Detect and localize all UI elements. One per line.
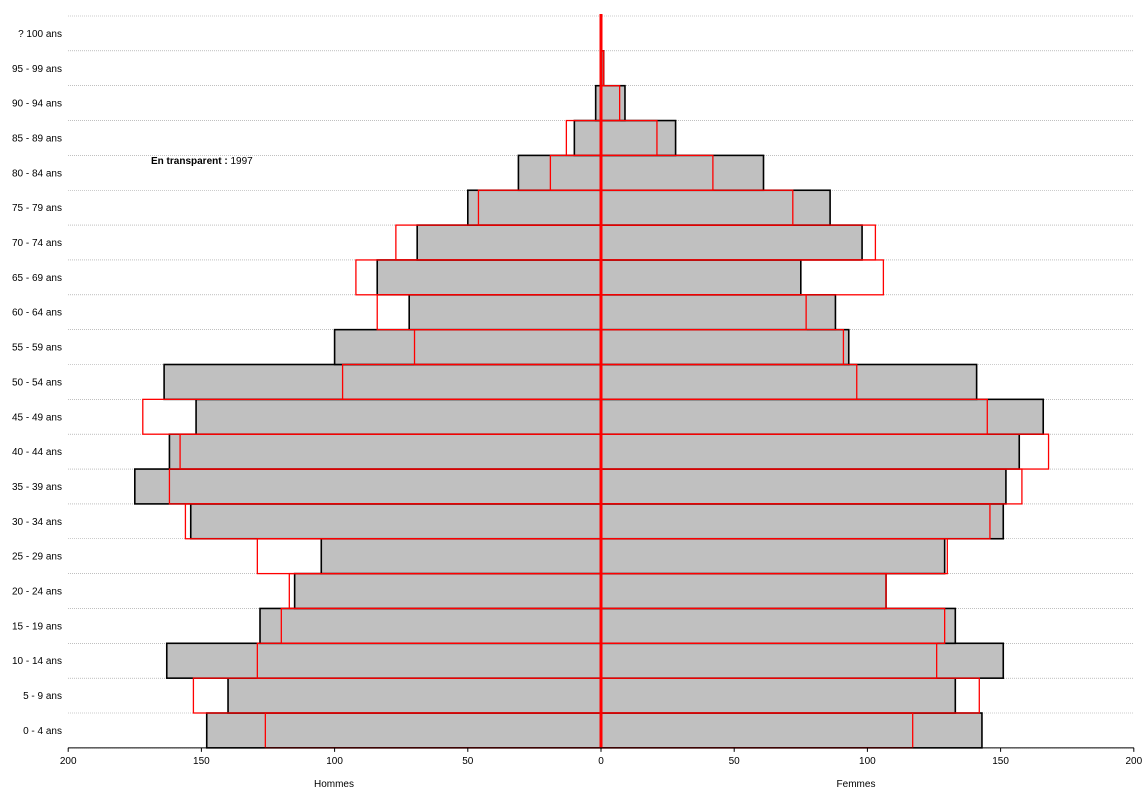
age-group-label: 20 - 24 ans	[12, 587, 62, 598]
x-tick-label: 0	[598, 756, 604, 767]
age-group-label: ? 100 ans	[18, 29, 62, 40]
bar-femmes	[600, 537, 946, 575]
bar-femmes	[600, 84, 626, 122]
age-group-label: 90 - 94 ans	[12, 99, 62, 110]
x-axis-title-right: Femmes	[837, 779, 876, 789]
age-group-label: 45 - 49 ans	[12, 412, 62, 423]
bar-hommes	[416, 224, 602, 261]
age-group-label: 65 - 69 ans	[12, 273, 62, 284]
x-axis-title-left: Hommes	[314, 779, 354, 789]
x-tick-label: 100	[326, 756, 343, 767]
bar-femmes	[600, 468, 1007, 505]
bar-femmes	[600, 293, 837, 331]
bar-hommes	[320, 537, 602, 575]
age-group-label: 60 - 64 ans	[12, 308, 62, 319]
bar-femmes	[600, 259, 802, 296]
age-group-label: 0 - 4 ans	[23, 726, 62, 737]
bar-hommes	[195, 398, 602, 436]
bar-femmes	[600, 119, 677, 157]
bar-femmes	[600, 607, 957, 645]
age-group-label: 40 - 44 ans	[12, 447, 62, 458]
bar-hommes	[165, 642, 602, 679]
x-tick-label: 200	[60, 756, 77, 767]
bar-hommes	[227, 677, 602, 714]
age-group-label: 15 - 19 ans	[12, 621, 62, 632]
age-group-label: 85 - 89 ans	[12, 133, 62, 144]
bar-hommes	[259, 607, 602, 645]
x-tick-label: 100	[859, 756, 876, 767]
age-group-label: 80 - 84 ans	[12, 168, 62, 179]
age-group-label: 10 - 14 ans	[12, 656, 62, 667]
bar-femmes	[600, 224, 863, 261]
age-group-label: 30 - 34 ans	[12, 517, 62, 528]
bar-femmes	[600, 189, 831, 226]
bar-hommes	[134, 468, 602, 505]
bar-hommes	[573, 119, 602, 157]
bar-hommes	[517, 154, 602, 192]
x-axis: 200 150 100 50 0 50 100 150 200	[60, 747, 1142, 767]
bar-hommes	[189, 503, 602, 540]
age-group-label: 35 - 39 ans	[12, 482, 62, 493]
bar-hommes	[333, 328, 602, 366]
x-tick-label: 50	[462, 756, 474, 767]
legend-annotation: En transparent : 1997	[151, 156, 253, 167]
bar-femmes	[600, 572, 887, 610]
bar-femmes	[600, 712, 983, 749]
age-group-label: 25 - 29 ans	[12, 552, 62, 563]
age-group-label: 75 - 79 ans	[12, 203, 62, 214]
bar-femmes	[600, 642, 1005, 679]
age-group-label: 70 - 74 ans	[12, 238, 62, 249]
bar-femmes	[600, 154, 765, 192]
bar-femmes	[600, 398, 1045, 436]
bar-femmes	[600, 503, 1005, 540]
bar-hommes	[163, 363, 602, 401]
x-tick-label: 200	[1125, 756, 1142, 767]
age-group-label: 95 - 99 ans	[12, 64, 62, 75]
bar-hommes	[408, 293, 602, 331]
x-tick-label: 50	[729, 756, 741, 767]
bar-hommes	[293, 572, 602, 610]
bar-hommes	[466, 189, 602, 226]
age-group-label: 55 - 59 ans	[12, 343, 62, 354]
age-group-label: 50 - 54 ans	[12, 377, 62, 388]
bar-hommes	[376, 259, 602, 296]
bar-femmes	[600, 677, 957, 714]
x-tick-label: 150	[992, 756, 1009, 767]
bar-femmes	[600, 363, 978, 401]
bar-hommes	[168, 433, 602, 470]
legend-annotation-bold: En transparent :	[151, 156, 228, 167]
age-group-label: 5 - 9 ans	[23, 691, 62, 702]
bar-femmes	[600, 328, 850, 366]
x-tick-label: 150	[193, 756, 210, 767]
bar-femmes	[600, 433, 1021, 470]
legend-annotation-year: 1997	[228, 156, 253, 167]
age-group-labels: 0 - 4 ans 5 - 9 ans 10 - 14 ans 15 - 19 ans…	[12, 29, 62, 737]
